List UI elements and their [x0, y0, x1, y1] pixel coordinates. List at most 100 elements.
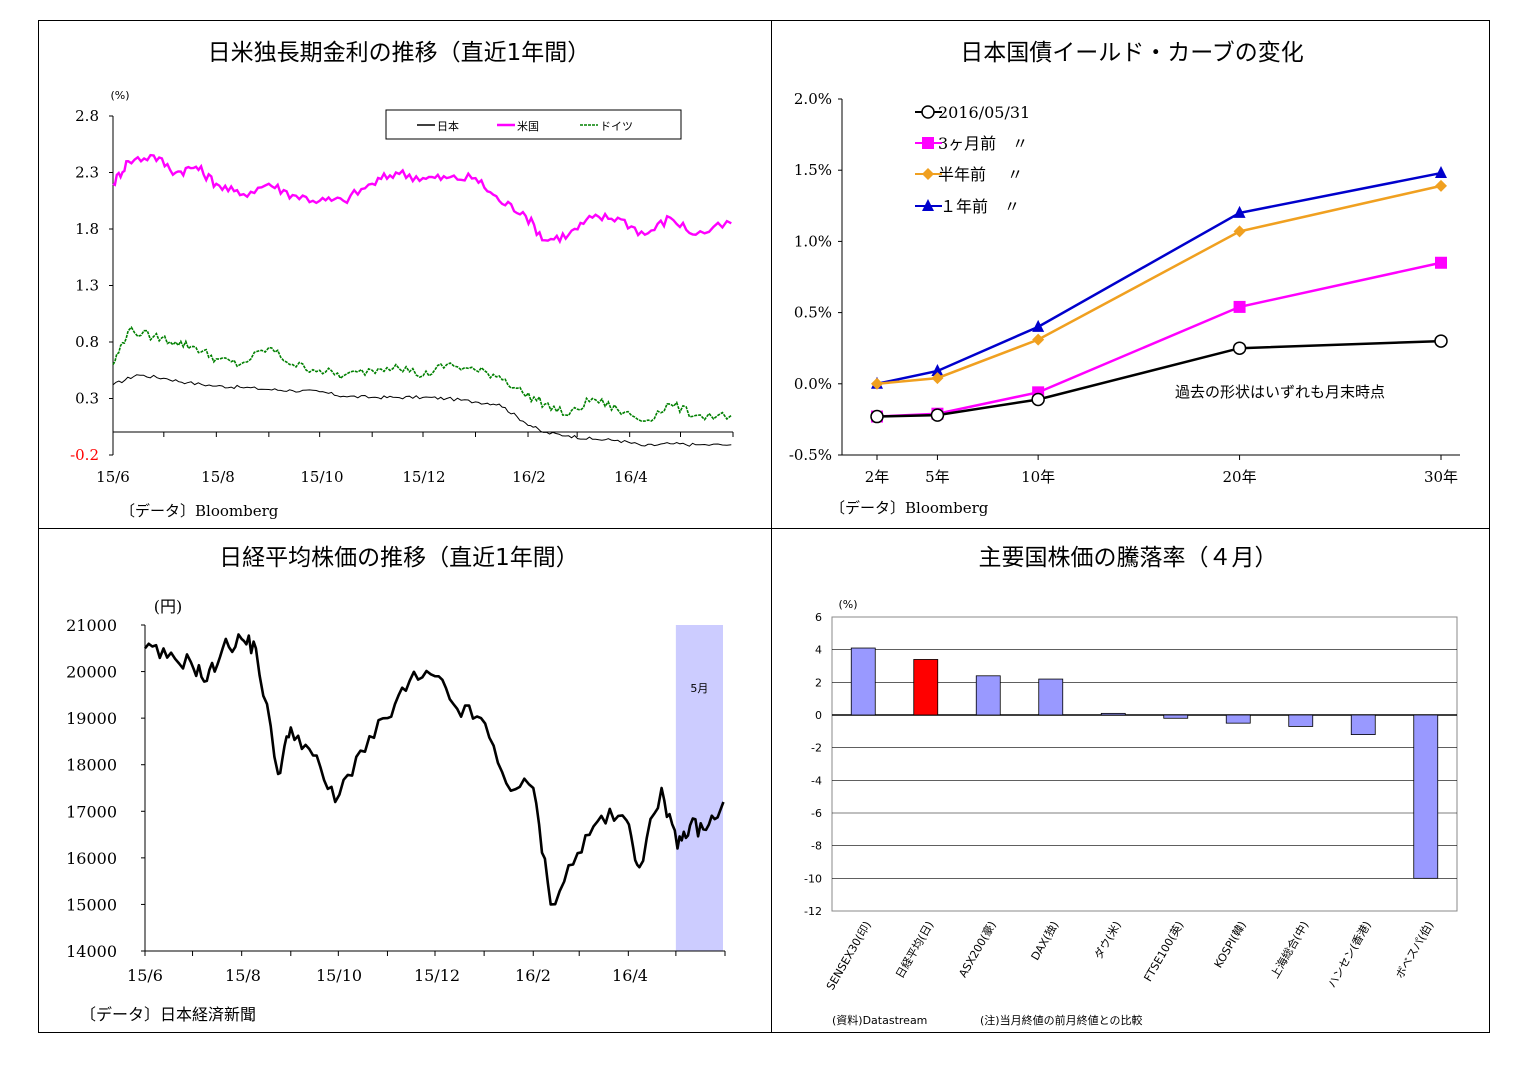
indices-x-tick-label: FTSE100(英) — [1141, 919, 1187, 984]
curve-legend-label: １年前 〃 — [940, 197, 1020, 216]
indices-x-tick-label: KOSPI(韓) — [1212, 919, 1249, 970]
rates-x-tick-label: 15/10 — [300, 468, 343, 486]
curve-point-marker — [922, 137, 934, 149]
indices-plot-area — [831, 616, 1458, 912]
report-frame — [38, 20, 1490, 1033]
indices-bar — [1038, 678, 1064, 716]
rates-x-tick-label: 15/12 — [402, 468, 445, 486]
indices-x-tick-label: DAX(独) — [1029, 919, 1062, 963]
curve-point-marker — [1032, 333, 1045, 346]
nikkei-x-tick-label: 16/2 — [515, 966, 551, 985]
curve-y-tick-label: 1.0% — [794, 232, 832, 250]
nikkei-y-tick-label: 14000 — [66, 942, 117, 961]
indices-y-tick-label: 2 — [815, 676, 822, 689]
curve-point-marker — [1232, 341, 1247, 355]
nikkei-y-tick-label: 15000 — [66, 895, 117, 914]
nikkei-y-tick-label: 17000 — [66, 802, 117, 821]
rates-title: 日米独長期金利の推移（直近1年間） — [208, 40, 591, 66]
curve-point-marker — [931, 372, 944, 385]
curve-y-tick-label: 1.5% — [794, 161, 832, 179]
rates-legend-box — [385, 109, 682, 140]
curve-point-marker — [1233, 205, 1246, 218]
nikkei-y-tick-label: 19000 — [66, 709, 117, 728]
rates-y-tick-label: 0.8 — [75, 333, 99, 351]
curve-x-tick-label: 30年 — [1424, 468, 1458, 486]
curve-point-marker — [921, 105, 935, 119]
indices-x-tick-label: 日経平均(日) — [893, 919, 936, 981]
nikkei-x-tick-label: 15/10 — [316, 966, 362, 985]
rates-y-tick-label: 2.3 — [75, 164, 99, 182]
rates-legend-label: 日本 — [437, 119, 459, 133]
curve-x-tick-label: 5年 — [925, 468, 950, 486]
indices-bar — [1350, 714, 1376, 736]
indices-x-tick-label: ASX200(豪) — [955, 919, 998, 980]
curve-point-marker — [922, 168, 934, 180]
rates-y-tick-label: 2.8 — [75, 107, 99, 125]
rates-source: 〔データ〕Bloomberg — [120, 502, 279, 520]
indices-note: (注)当月終値の前月終値との比較 — [980, 1013, 1142, 1027]
nikkei-x-tick-label: 16/4 — [612, 966, 648, 985]
indices-y-tick-label: 4 — [815, 644, 822, 657]
curve-note: 過去の形状はいずれも月末時点 — [1175, 383, 1385, 401]
curve-x-tick-label: 20年 — [1223, 468, 1257, 486]
indices-y-tick-label: -8 — [811, 840, 822, 853]
curve-title: 日本国債イールド・カーブの変化 — [960, 40, 1304, 66]
rates-series-line — [112, 153, 732, 245]
indices-unit-label: (%) — [838, 598, 857, 611]
curve-point-marker — [1435, 256, 1447, 269]
curve-point-marker — [871, 377, 883, 390]
rates-series-line — [112, 374, 732, 447]
indices-x-tick-label: 上海総合(中) — [1267, 919, 1311, 981]
curve-source: 〔データ〕Bloomberg — [830, 499, 989, 517]
curve-x-tick-label: 2年 — [865, 468, 890, 486]
indices-bar — [1225, 714, 1251, 724]
nikkei-title: 日経平均株価の推移（直近1年間） — [219, 545, 579, 571]
indices-y-tick-label: -10 — [804, 872, 822, 885]
panel-divider-vertical — [771, 21, 772, 1032]
indices-bar — [975, 675, 1001, 716]
nikkei-y-tick-label: 18000 — [66, 756, 117, 775]
nikkei-may-shade — [675, 625, 723, 951]
indices-bar — [850, 647, 876, 716]
curve-point-marker — [1032, 319, 1045, 332]
indices-x-tick-label: ダウ(米) — [1091, 919, 1124, 962]
curve-x-tick-label: 10年 — [1021, 468, 1055, 486]
rates-x-tick-label: 15/6 — [96, 468, 130, 486]
indices-y-tick-label: 6 — [815, 611, 822, 624]
rates-y-tick-label: 1.8 — [75, 220, 99, 238]
curve-point-marker — [1435, 166, 1447, 179]
rates-x-tick-label: 16/2 — [512, 468, 546, 486]
nikkei-y-tick-label: 20000 — [66, 663, 117, 682]
rates-series-line — [112, 325, 732, 422]
rates-legend-label: ドイツ — [600, 120, 633, 133]
rates-legend-label: 米国 — [517, 120, 539, 133]
curve-legend-label: 半年前 〃 — [938, 165, 1023, 184]
curve-point-marker — [1435, 179, 1447, 192]
indices-source: (資料)Datastream — [832, 1013, 927, 1027]
indices-y-tick-label: -6 — [811, 807, 822, 820]
nikkei-x-tick-label: 15/12 — [414, 966, 460, 985]
indices-bar — [1288, 714, 1314, 727]
indices-x-tick-label: ハンセン(香港) — [1325, 919, 1374, 990]
nikkei-series-line — [143, 633, 725, 906]
nikkei-shade-label: 5月 — [690, 682, 708, 695]
indices-x-tick-label: ボベスパ(伯) — [1392, 919, 1436, 981]
rates-y-tick-label: -0.2 — [70, 446, 99, 464]
curve-point-marker — [922, 199, 934, 211]
indices-y-tick-label: -2 — [811, 742, 822, 755]
indices-bar — [1163, 714, 1189, 719]
curve-point-marker — [1233, 225, 1246, 238]
curve-y-tick-label: -0.5% — [789, 446, 832, 464]
rates-y-tick-label: 0.3 — [75, 390, 99, 408]
rates-y-tick-label: 1.3 — [75, 277, 99, 295]
rates-unit-label: (%) — [110, 89, 129, 102]
curve-point-marker — [1233, 300, 1246, 313]
curve-point-marker — [931, 363, 944, 376]
nikkei-unit-label: (円) — [154, 597, 183, 616]
nikkei-x-tick-label: 15/6 — [127, 966, 163, 985]
curve-y-tick-label: 2.0% — [794, 90, 832, 108]
